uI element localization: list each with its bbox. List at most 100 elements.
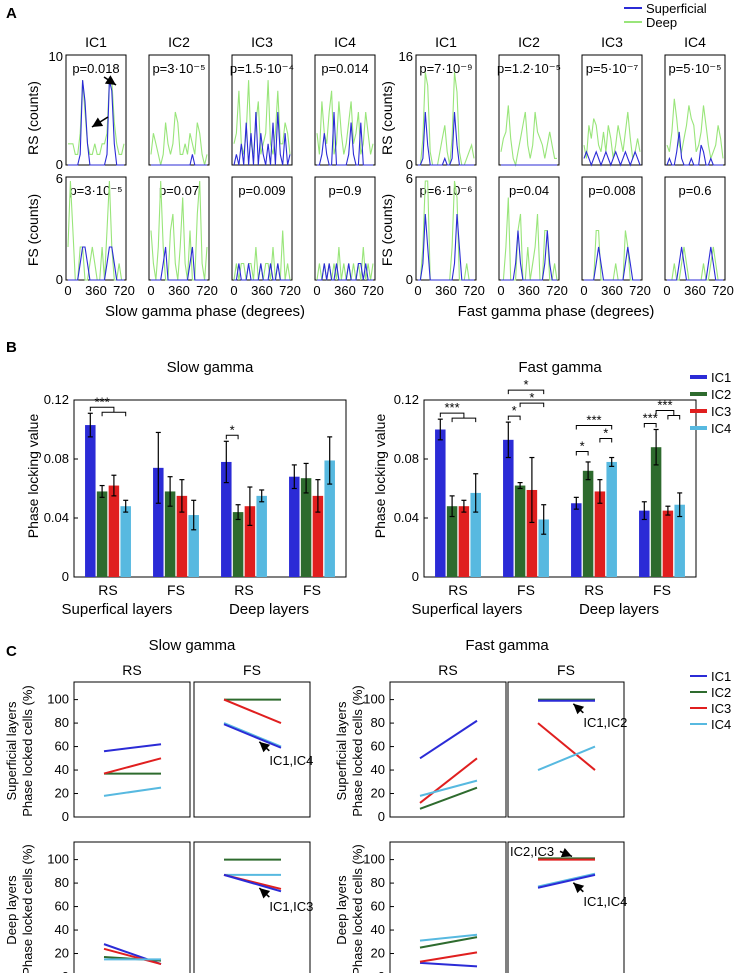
c-fast-deep-fs-line-ic4 [537,872,596,888]
a-fast-rs-ic2-title: IC2 [518,34,540,50]
b-fast-xtick-3: FS [653,582,671,598]
b-legend-ic1-label: IC1 [711,370,731,385]
a-slow-fs-ic1-ytick-min: 0 [56,272,63,287]
a-slow-rs-ic3-deep-line [233,80,291,155]
c-slow-superficial-fs-line-ic3 [223,698,282,725]
a-slow-fs-ic4-subplot: p=0.9 0 360 720 [313,176,384,298]
b-fast-bar-ic4-2 [606,461,617,577]
b-fast-bar-ic1-2 [571,503,582,577]
svg-text:Superficial layers: Superficial layers [4,701,19,800]
b-fast-bar-ic2-2 [582,470,594,577]
c-slow-deep-rs-subplot: 020406080100holdpull [47,841,191,973]
b-fast-sig-1-bracket [507,415,521,421]
b-slow-bar-ic4-3 [324,460,335,577]
a-slow-rs-ic4-pvalue: p=0.014 [321,61,368,76]
a-slow-rs-ic1-arrow-1-head [104,75,116,85]
a-fast-rs-ic4-deep-line [666,98,724,161]
c-fast-deep-fs-frame [507,841,625,973]
a-slow-fs-ic1-xtick-0: 0 [64,283,71,298]
a-slow-fs-ic2-xtick-720: 720 [196,283,218,298]
a-slow-fs-ic4-superficial-line [317,262,373,281]
c-fast-deep-rs-ytick-80: 80 [371,875,385,890]
b-fast-bar-ic4-0 [470,492,481,577]
a-slow-rs-ic2-deep-line [150,111,208,166]
a-slow-fs-ic1-subplot: p=3·10⁻⁵ 6 00 360 720 [56,171,135,298]
a-slow-fs-ic3-xtick-0: 0 [230,283,237,298]
a-slow-rs-ic1-ytick-max: 10 [49,49,63,64]
b-fast-sig-0: *** [439,400,477,423]
c-fast-superficial-rs-ytick-100: 100 [363,692,385,707]
b-slow-bar-ic4-2 [256,495,267,577]
b-slow-sig-1-label: * [230,422,235,437]
b-slow-ytick-0.08: 0.08 [44,451,69,466]
c-fast-deep-rs-ytick-0: 0 [378,969,385,973]
b-fast-xtick-1: FS [517,582,535,598]
panel-c-fast-gamma-chart: Fast gamma RS 0 20 40 60 80 100 FS IC1,IC2 0 20 40 60… [363,637,627,973]
c-slow-superficial-rs-ytick-0: 0 [62,809,69,824]
a-fast-fs-ic4-xtick-360: 360 [684,283,706,298]
b-fast-sig-5-bracket [599,438,613,443]
a-fast-fs-ic3-xtick-360: 360 [601,283,623,298]
b-slow-xtick-2: RS [234,582,253,598]
b-slow-sig-0-bracket-inner [101,411,127,417]
c-fast-superficial-rs-line-ic4 [419,779,478,797]
a-fast-rs-ic1-frame [415,54,477,166]
c-legend-ic2-label: IC2 [711,685,731,700]
c-fast-superficial-rs-ytick-80: 80 [371,715,385,730]
a-fast-rs-ic3-subplot: IC3 p=5·10⁻⁷ [581,34,643,167]
b-slow-bar-ic3-3 [312,495,324,577]
a-fast-fs-ic3-subplot: p=0.008 0 360 720 [580,176,651,298]
a-slow-fs-ic4-deep-line [316,246,374,281]
c-legend-ic1-label: IC1 [711,669,731,684]
a-fast-fs-ic4-xtick-0: 0 [663,283,670,298]
a-fast-rs-ic1-superficial-line [418,111,474,166]
a-slow-rs-ic4-deep-line [316,90,374,155]
a-fast-fs-ic3-superficial-line [584,246,640,281]
b-fast-ytick-0.12: 0.12 [394,392,419,407]
a-fast-rs-ic1-subplot: IC1 p=7·10⁻⁹ 16 0 [399,34,477,172]
panel-b-slow-superficial-label: Superfical layers [62,601,173,618]
c-fast-deep-fs-annotation-1: IC1,IC4 [583,894,627,909]
b-slow-bar-ic1-0 [85,425,96,577]
b-slow-bar-ic4-0 [120,506,131,577]
panel-c-label: C [6,643,17,660]
a-fast-fs-ic3-pvalue: p=0.008 [588,183,635,198]
a-fast-fs-ic2-subplot: p=0.04 0 360 720 [497,176,568,298]
b-fast-bar-ic1-1 [503,439,514,577]
c-fast-superficial-rs-ytick-0: 0 [378,809,385,824]
c-fast-superficial-rs-ytick-20: 20 [371,786,385,801]
b-fast-bar-ic3-3 [662,510,674,577]
a-slow-fs-ic3-frame [231,176,293,281]
b-fast-sig-4: * [575,439,589,456]
c-slow-superficial-fs-line-ic4 [223,722,282,748]
c-slow-deep-fs-annotation-0-arrow-head [259,888,271,899]
a-fast-fs-ic1-superficial-line [418,213,474,281]
svg-text:Superficial layers: Superficial layers [334,701,349,800]
a-slow-rs-ic1-arrow-2 [91,116,109,128]
b-fast-bar-ic2-3 [650,447,662,577]
a-slow-rs-ic1-deep-line [68,79,125,155]
b-fast-sig-3-bracket [507,389,545,395]
a-slow-fs-ic3-xtick-720: 720 [279,283,301,298]
c-fast-deep-rs-ytick-20: 20 [371,946,385,961]
a-fast-fs-ic2-deep-line [501,197,558,281]
a-slow-rs-ic3-frame [231,54,293,166]
a-slow-rs-ic2-subplot: IC2 p=3·10⁻⁵ [148,34,210,166]
a-fast-fs-ic4-pvalue: p=0.6 [679,183,712,198]
a-slow-rs-ic1-pvalue: p=0.018 [72,61,119,76]
a-slow-fs-ic1-xtick-360: 360 [85,283,107,298]
b-legend-ic2-label: IC2 [711,387,731,402]
c-fast-title: Fast gamma [465,637,549,654]
b-fast-sig-3: * [507,377,545,395]
a-fast-rs-ic1-pvalue: p=7·10⁻⁹ [419,61,472,76]
c-fast-deep-rs-subplot: 020406080100holdpull [363,841,507,973]
panel-c-slow-gamma-chart: Slow gamma RS 0 20 40 60 80 100 FS IC1,IC4 0 20 40 60… [47,637,313,973]
b-fast-sig-8-label: *** [657,398,672,413]
a-fast-rs-ic1-deep-line [418,72,475,166]
c-fast-deep-fs-line-ic1 [537,873,596,889]
b-fast-sig-4-bracket [575,451,589,456]
b-legend-ic4-label: IC4 [711,421,731,436]
c-fast-superficial-fs-annotation-0-arrow-head [573,703,585,715]
legend-superficial-label: Superficial [646,1,707,16]
